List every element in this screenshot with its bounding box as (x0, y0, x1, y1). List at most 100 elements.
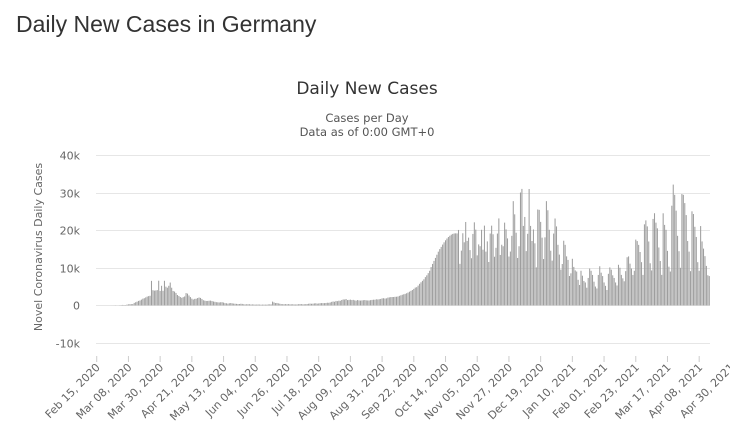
bar (188, 295, 190, 306)
bar (465, 221, 467, 306)
bar (445, 240, 447, 306)
bar (531, 241, 533, 306)
bar (248, 304, 251, 306)
bar (678, 251, 680, 306)
bar (567, 259, 569, 306)
y-tick-label: 10k (60, 263, 81, 276)
bar (691, 211, 693, 306)
bar (146, 296, 148, 306)
bar (452, 233, 454, 306)
bar (544, 237, 546, 306)
bar (357, 300, 359, 306)
bar (522, 225, 524, 306)
bar (214, 301, 216, 306)
bar (535, 267, 537, 306)
bar (316, 303, 318, 306)
bar (690, 271, 692, 306)
bar (506, 238, 509, 306)
bar (607, 273, 609, 306)
bar (326, 302, 328, 306)
bar (152, 290, 154, 306)
bar (323, 303, 325, 306)
bar (669, 271, 671, 306)
bar (489, 233, 491, 306)
bar (178, 295, 180, 306)
bar (266, 304, 268, 306)
bar (545, 201, 547, 306)
bar (159, 290, 161, 306)
bar (564, 244, 566, 306)
bar (313, 303, 315, 306)
bar (590, 270, 592, 306)
bar (267, 304, 269, 306)
bar (162, 290, 164, 306)
bar (406, 293, 408, 306)
bar (380, 298, 382, 306)
bar (243, 304, 245, 306)
bar (708, 276, 710, 306)
bar (483, 225, 485, 306)
bar (384, 298, 386, 306)
bar (473, 222, 475, 306)
bar (345, 298, 347, 306)
bar (649, 263, 651, 306)
bar (623, 281, 625, 306)
bar (132, 304, 134, 306)
bar (419, 283, 421, 306)
bar (430, 267, 432, 306)
bar (666, 250, 668, 306)
bar (374, 299, 376, 306)
bar (625, 271, 627, 306)
bar (171, 287, 173, 306)
y-tick-label: 30k (60, 188, 81, 201)
bar (328, 302, 330, 306)
bar (251, 304, 253, 306)
bar (387, 297, 389, 306)
bar (221, 302, 223, 306)
bar (403, 294, 405, 306)
bar (142, 298, 144, 306)
bar (140, 299, 142, 306)
bar (566, 256, 568, 306)
bar (161, 285, 163, 306)
bar (228, 303, 230, 306)
bar (398, 295, 400, 306)
bar (195, 298, 197, 306)
bar (632, 274, 634, 306)
bar (447, 237, 449, 306)
bar (292, 304, 294, 306)
bar (521, 188, 523, 306)
bar (568, 276, 570, 306)
bar (553, 233, 555, 306)
bar (642, 274, 644, 306)
bar (139, 300, 141, 306)
bar (433, 260, 435, 306)
chart-subtitle-date: Data as of 0:00 GMT+0 (300, 125, 435, 139)
bar (427, 273, 429, 306)
bar (700, 226, 702, 306)
bar (341, 299, 343, 306)
bar (515, 232, 517, 306)
bar (394, 296, 396, 306)
bar (603, 282, 605, 306)
bar (397, 296, 399, 306)
bar (158, 280, 160, 306)
bar (342, 299, 344, 306)
bar (155, 290, 157, 306)
y-axis-ticks: -10k 0 10k 20k 30k 40k (56, 150, 81, 351)
bar (280, 304, 282, 306)
bar (182, 297, 184, 306)
bar (659, 261, 661, 306)
bar (285, 304, 287, 306)
bar (602, 276, 604, 306)
bar (411, 290, 413, 306)
bar (494, 256, 496, 306)
bar (645, 220, 647, 306)
y-tick-label: 0 (73, 300, 80, 313)
bar (606, 289, 608, 306)
bar (697, 262, 699, 306)
bar (661, 274, 663, 306)
bar (247, 304, 249, 306)
bar (615, 282, 617, 306)
